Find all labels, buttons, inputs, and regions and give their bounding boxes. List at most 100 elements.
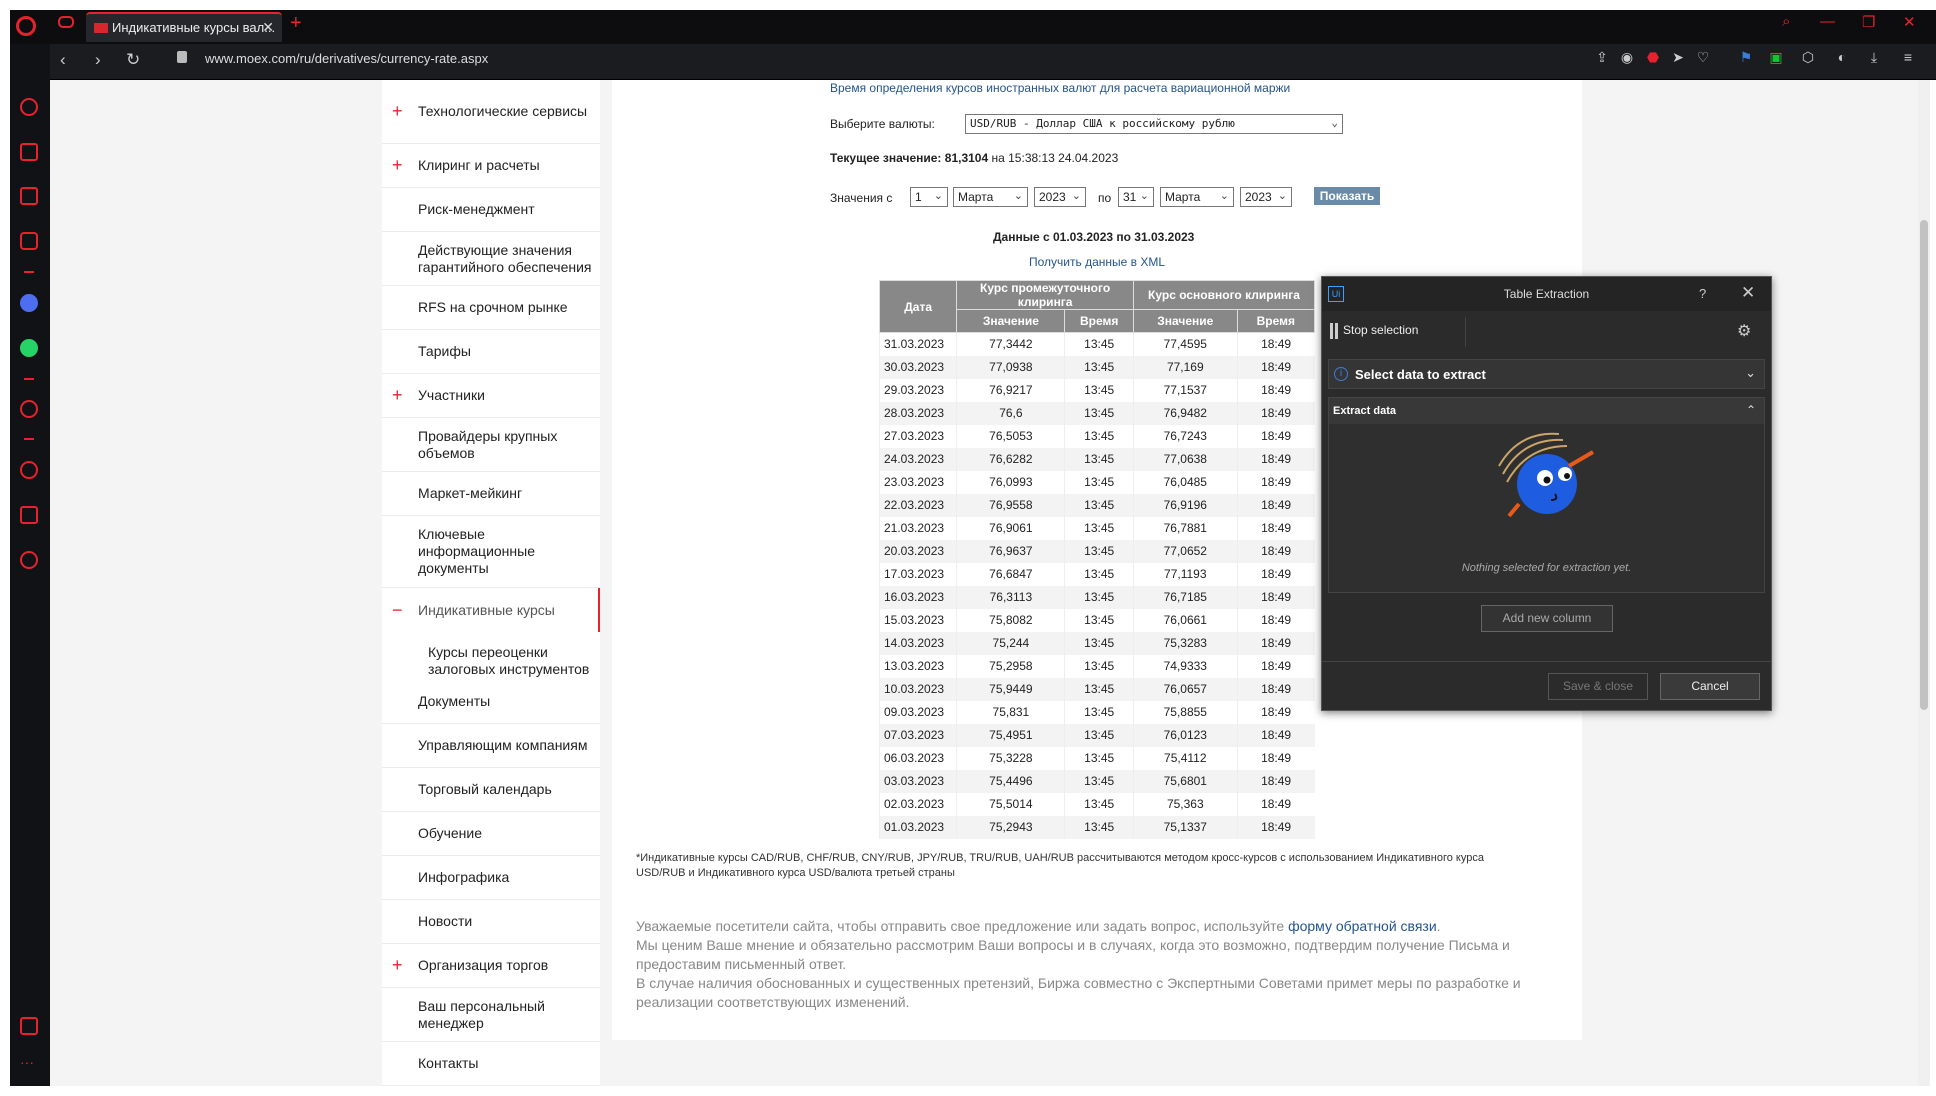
extensions-icon[interactable]	[20, 506, 38, 524]
minimize-icon[interactable]: —	[1820, 13, 1835, 30]
add-new-column-button[interactable]: Add new column	[1481, 605, 1613, 632]
expand-icon[interactable]: +	[392, 385, 403, 405]
nav-item[interactable]: Тарифы	[382, 330, 600, 374]
xml-link[interactable]: Получить данные в XML	[1029, 255, 1166, 269]
whatsapp-icon[interactable]	[20, 339, 38, 357]
expand-icon[interactable]: +	[392, 101, 403, 121]
nav-item[interactable]: Управляющим компаниям	[382, 724, 600, 768]
from-day-select[interactable]: 1 ⌄	[910, 187, 948, 207]
nav-item[interactable]: Обучение	[382, 812, 600, 856]
to-day-select[interactable]: 31 ⌄	[1118, 187, 1154, 207]
nav-item[interactable]: Ключевые информационные документы	[382, 516, 600, 588]
to-year-select[interactable]: 2023 ⌄	[1240, 187, 1292, 207]
gear-icon[interactable]: ⚙	[1737, 323, 1752, 340]
select-data-title: Select data to extract	[1355, 367, 1486, 382]
nav-item[interactable]: RFS на срочном рынке	[382, 286, 600, 330]
tab-close-icon[interactable]: ✕	[262, 19, 274, 35]
main-time-cell: 18:49	[1236, 677, 1315, 701]
to-month-select[interactable]: Марта ⌄	[1160, 187, 1234, 207]
player-icon[interactable]	[20, 400, 38, 418]
nav-item[interactable]: + Организация торгов	[382, 944, 600, 988]
search-tabs-icon[interactable]: ⌕	[1782, 13, 1791, 30]
speed-dial-icon[interactable]	[20, 98, 38, 116]
main-time-cell: 18:49	[1236, 631, 1315, 655]
nav-item-label: Торговый календарь	[418, 781, 552, 797]
opera-menu-icon[interactable]	[16, 16, 36, 36]
interim-value-cell: 75,244	[956, 631, 1065, 655]
show-button[interactable]: Показать	[1314, 187, 1380, 205]
tab-active[interactable]: Индикативные курсы вал... ✕	[86, 12, 282, 42]
history-icon[interactable]	[20, 461, 38, 479]
currency-select[interactable]: USD/RUB - Доллар США к российскому рублю…	[965, 114, 1343, 134]
main-value-cell: 77,0652	[1132, 539, 1238, 563]
profile-icon[interactable]: ◐	[1837, 49, 1847, 65]
nav-item[interactable]: Инфографика	[382, 856, 600, 900]
gx-corner-icon[interactable]	[20, 143, 38, 161]
expand-icon[interactable]: +	[392, 955, 403, 975]
back-icon[interactable]: ‹	[60, 50, 66, 69]
window-close-icon[interactable]: ✕	[1903, 14, 1916, 31]
from-year-select[interactable]: 2023 ⌄	[1034, 187, 1086, 207]
nav-item[interactable]: Маркет-мейкинг	[382, 472, 600, 516]
nav-item[interactable]: Ваш персональный менеджер	[382, 988, 600, 1042]
nav-item[interactable]: Риск-менеджмент	[382, 188, 600, 232]
more-icon[interactable]: ···	[20, 1054, 34, 1070]
from-month-select[interactable]: Марта ⌄	[953, 187, 1028, 207]
heart-icon[interactable]: ♡	[1696, 49, 1710, 65]
nav-item[interactable]: + Технологические сервисы	[382, 80, 600, 144]
collapse-icon[interactable]: −	[392, 599, 403, 620]
nav-item[interactable]: + Участники	[382, 374, 600, 418]
settings-icon[interactable]	[20, 551, 38, 569]
table-row: 15.03.2023 75,8082 13:45 76,0661 18:49	[878, 608, 1315, 632]
url-field[interactable]: www.moex.com/ru/derivatives/currency-rat…	[177, 51, 488, 66]
share-icon[interactable]: ⇪	[1596, 49, 1608, 65]
cancel-button[interactable]: Cancel	[1660, 673, 1760, 700]
instagram-icon[interactable]	[20, 232, 38, 250]
stop-selection-button[interactable]: Stop selection	[1330, 323, 1418, 339]
extension-green-icon[interactable]: ▣	[1769, 49, 1783, 65]
select-data-section[interactable]: i Select data to extract ⌄	[1328, 359, 1765, 389]
wallpaper-icon[interactable]	[20, 1017, 38, 1035]
gx-control-icon[interactable]	[58, 16, 74, 28]
data-range-title: Данные с 01.03.2023 по 31.03.2023	[993, 230, 1195, 244]
nav-item[interactable]: Провайдеры крупных объемов	[382, 418, 600, 472]
interim-time-cell: 13:45	[1064, 516, 1134, 540]
scrollbar-thumb[interactable]	[1920, 220, 1928, 710]
to-year-value: 2023	[1245, 190, 1272, 204]
feedback-form-link[interactable]: форму обратной связи	[1288, 918, 1437, 934]
forward-icon[interactable]: ›	[95, 50, 101, 69]
adblock-icon[interactable]: ⬣	[1646, 49, 1660, 65]
page-scrollbar[interactable]	[1918, 80, 1930, 1086]
menu-icon[interactable]: ≡	[1903, 49, 1913, 65]
nav-item[interactable]: Торговый календарь	[382, 768, 600, 812]
extract-data-header[interactable]: Extract data ⌃	[1329, 398, 1764, 424]
panel-close-icon[interactable]: ✕	[1741, 283, 1756, 302]
download-icon[interactable]: ⤓	[1870, 49, 1878, 65]
messenger-icon[interactable]	[20, 294, 38, 312]
camera-icon[interactable]: ◉	[1620, 49, 1634, 65]
help-icon[interactable]: ?	[1699, 286, 1707, 301]
new-tab-icon[interactable]: +	[290, 12, 302, 34]
send-icon[interactable]: ➤	[1672, 49, 1684, 65]
expand-icon[interactable]: +	[392, 155, 403, 175]
extension-flag-icon[interactable]: ⚑	[1739, 49, 1753, 65]
nav-item[interactable]: Документы	[382, 680, 600, 724]
nav-item[interactable]: Действующие значения гарантийного обеспе…	[382, 232, 600, 286]
uipath-logo-icon: Ui	[1328, 286, 1344, 302]
nav-item[interactable]: Контакты	[382, 1042, 600, 1086]
time-definition-link[interactable]: Время определения курсов иностранных вал…	[830, 81, 1291, 95]
maximize-icon[interactable]: ❐	[1862, 14, 1876, 31]
save-close-button[interactable]: Save & close	[1548, 673, 1648, 700]
nav-item[interactable]: Новости	[382, 900, 600, 944]
nav-item[interactable]: + Клиринг и расчеты	[382, 144, 600, 188]
robot-mascot-icon	[1498, 432, 1595, 518]
main-time-cell: 18:49	[1236, 470, 1315, 494]
reload-icon[interactable]: ↻	[126, 50, 141, 69]
nav-item-active[interactable]: − Индикативные курсы	[382, 588, 600, 632]
twitch-icon[interactable]	[20, 187, 38, 205]
main-value-cell: 75,8855	[1132, 700, 1238, 724]
date-cell: 15.03.2023	[878, 608, 957, 632]
nav-sub-item[interactable]: Курсы переоценки залоговых инструментов	[428, 644, 590, 677]
interim-time-cell: 13:45	[1064, 654, 1134, 678]
cube-icon[interactable]: ⬡	[1801, 49, 1815, 65]
